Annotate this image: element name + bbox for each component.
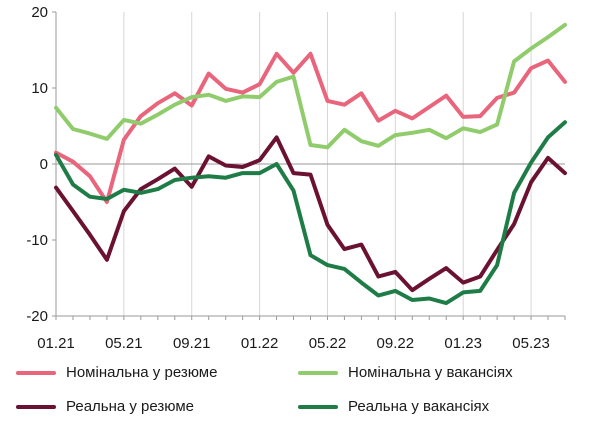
line-chart: 20 10 0 -10 -20 01.21 05.21 09.21 01.22 05.22 09.… [26,4,567,352]
x-tick-labels: 01.21 05.21 09.21 01.22 05.22 09.22 01.23 05.23 [37,335,550,352]
legend-item-real-resume: Реальна у резюме [16,398,194,415]
legend-swatch-nominal-vacancies [298,370,338,375]
x-tick-09.21: 09.21 [173,335,211,352]
legend-item-real-vacancies: Реальна у вакансіях [298,398,489,415]
y-tick-10: 10 [31,80,48,97]
legend-label-nominal-resume: Номінальна у резюме [66,364,218,381]
series-line-nominal-vacancies [54,22,567,150]
axes [52,11,566,320]
series-line-real-resume [54,135,567,293]
x-tick-01.23: 01.23 [444,335,482,352]
series-line-real-vacancies [54,120,567,306]
x-tick-05.21: 05.21 [105,335,143,352]
y-tick--20: -20 [26,308,48,325]
legend-item-nominal-resume: Номінальна у резюме [16,364,217,381]
legend: Номінальна у резюме Номінальна у вакансі… [0,360,600,429]
y-tick-labels: 20 10 0 -10 -20 [26,4,48,325]
x-tick-05.22: 05.22 [309,335,347,352]
legend-swatch-nominal-resume [16,370,56,375]
legend-label-nominal-vacancies: Номінальна у вакансіях [348,364,513,381]
y-tick-20: 20 [31,4,48,21]
legend-swatch-real-resume [16,404,56,409]
legend-label-real-resume: Реальна у резюме [66,398,195,415]
y-tick-0: 0 [40,156,48,173]
x-tick-09.22: 09.22 [377,335,415,352]
x-tick-01.22: 01.22 [241,335,279,352]
legend-item-nominal-vacancies: Номінальна у вакансіях [298,364,513,381]
x-tick-05.23: 05.23 [512,335,550,352]
legend-swatch-real-vacancies [298,404,338,409]
series-line-nominal-resume [54,51,567,204]
y-tick--10: -10 [26,232,48,249]
x-tick-01.21: 01.21 [37,335,75,352]
legend-label-real-vacancies: Реальна у вакансіях [348,398,490,415]
series-lines [54,22,567,306]
